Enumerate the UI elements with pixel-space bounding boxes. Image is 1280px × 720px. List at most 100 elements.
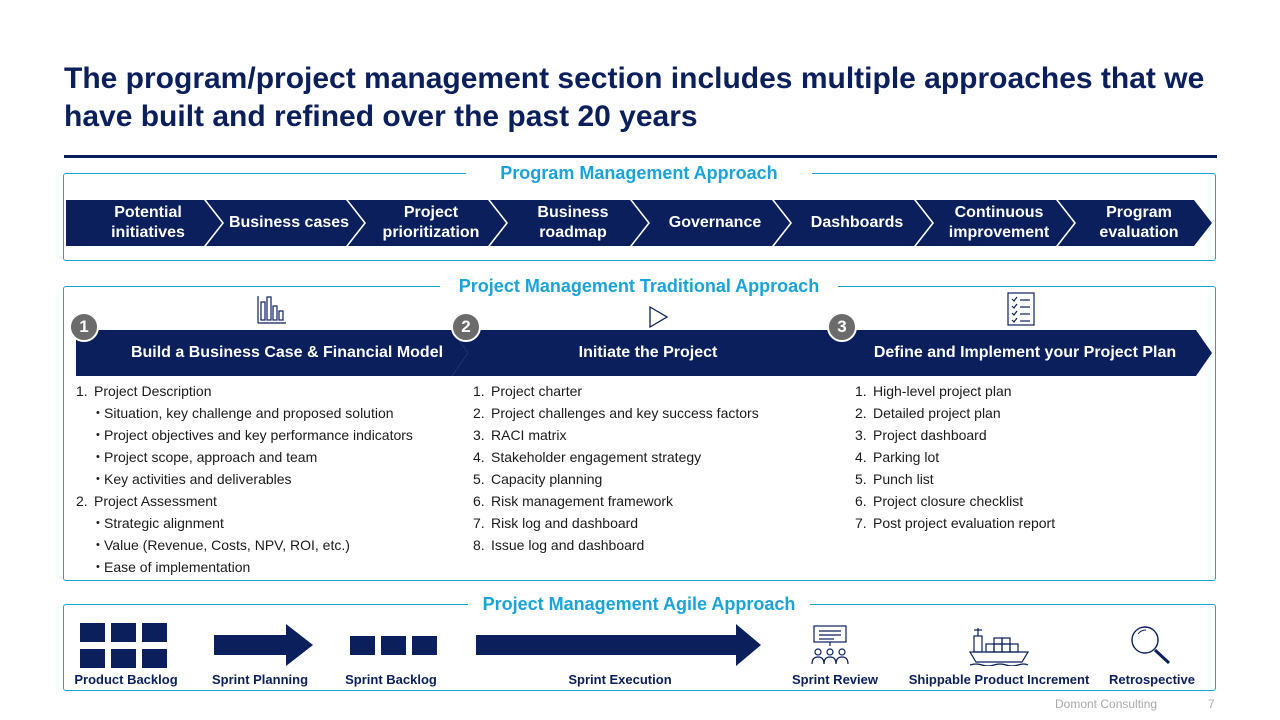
list-text: Issue log and dashboard — [491, 537, 645, 553]
phase-header-2: Initiate the Project — [452, 330, 844, 376]
cargo-ship-icon — [968, 628, 1030, 666]
phase-number-badge: 1 — [69, 312, 99, 342]
list-marker: 3. — [473, 427, 485, 443]
list-item: 4. Stakeholder engagement strategy — [473, 446, 759, 468]
list-text: Risk log and dashboard — [491, 515, 639, 531]
list-text: Project objectives and key performance i… — [104, 427, 413, 443]
program-step: Business cases — [206, 200, 364, 246]
agile-label-product-backlog: Product Backlog — [74, 672, 178, 687]
list-item: 2. Detailed project plan — [855, 402, 1055, 424]
list-item: 8. Issue log and dashboard — [473, 534, 759, 556]
list-item: 1. Project charter — [473, 380, 759, 402]
play-icon — [649, 305, 669, 329]
agile-label-shippable-product: Shippable Product Increment — [908, 672, 1090, 687]
list-marker: 2. — [473, 405, 485, 421]
agile-panel-label: Project Management Agile Approach — [468, 593, 810, 615]
list-text: Post project evaluation report — [873, 515, 1056, 531]
list-text: Project closure checklist — [873, 493, 1024, 509]
list-text: Project challenges and key success facto… — [491, 405, 759, 421]
list-item: 5. Capacity planning — [473, 468, 759, 490]
list-item: 6. Risk management framework — [473, 490, 759, 512]
phase-number-badge: 3 — [827, 312, 857, 342]
list-marker: • — [96, 473, 100, 485]
program-step: Governance — [632, 200, 790, 246]
page-title: The program/project management section i… — [64, 62, 1205, 133]
list-marker: 5. — [855, 471, 867, 487]
sprint-backlog-icon — [350, 636, 437, 655]
phase-header-1: Build a Business Case & Financial Model — [76, 330, 468, 376]
agile-label-sprint-execution: Sprint Execution — [568, 672, 672, 687]
list-marker: 8. — [473, 537, 485, 553]
list-marker: • — [96, 517, 100, 529]
list-text: Project dashboard — [873, 427, 987, 443]
list-item: 2. Project challenges and key success fac… — [473, 402, 759, 424]
list-item: 1. Project Description — [76, 380, 413, 402]
agile-label-sprint-review: Sprint Review — [792, 672, 878, 687]
checklist-icon — [1007, 292, 1035, 326]
sprint-planning-arrow-icon — [214, 624, 313, 666]
magnifier-icon — [1131, 626, 1171, 665]
list-item: 3. RACI matrix — [473, 424, 759, 446]
list-text: High-level project plan — [873, 383, 1012, 399]
list-text: Project Description — [94, 383, 212, 399]
list-marker: • — [96, 407, 100, 419]
list-text: Detailed project plan — [873, 405, 1001, 421]
phase-header-3: Define and Implement your Project Plan — [826, 330, 1212, 376]
list-text: Stakeholder engagement strategy — [491, 449, 702, 465]
list-subitem: • Project scope, approach and team — [76, 446, 413, 468]
list-marker: 7. — [855, 515, 867, 531]
list-marker: 3. — [855, 427, 867, 443]
list-text: Ease of implementation — [104, 559, 251, 575]
list-marker: 1. — [76, 383, 88, 399]
agile-label-retrospective: Retrospective — [1109, 672, 1195, 687]
list-item: 2. Project Assessment — [76, 490, 413, 512]
list-text: Project Assessment — [94, 493, 217, 509]
page-number: 7 — [1208, 697, 1215, 711]
list-marker: 6. — [855, 493, 867, 509]
list-item: 7. Post project evaluation report — [855, 512, 1055, 534]
list-marker: • — [96, 561, 100, 573]
list-text: RACI matrix — [491, 427, 567, 443]
phase-list-3: 1. High-level project plan 2. Detailed proj… — [855, 380, 1055, 534]
list-marker: 5. — [473, 471, 485, 487]
list-item: 1. High-level project plan — [855, 380, 1055, 402]
sprint-review-icon — [811, 625, 849, 665]
list-item: 5. Punch list — [855, 468, 1055, 490]
list-text: Parking lot — [873, 449, 940, 465]
list-marker: 7. — [473, 515, 485, 531]
list-text: Strategic alignment — [104, 515, 224, 531]
list-text: Punch list — [873, 471, 934, 487]
list-subitem: • Strategic alignment — [76, 512, 413, 534]
agile-label-sprint-planning: Sprint Planning — [211, 672, 309, 687]
program-step: Continuous improvement — [916, 200, 1074, 246]
agile-label-sprint-backlog: Sprint Backlog — [345, 672, 437, 687]
list-subitem: • Value (Revenue, Costs, NPV, ROI, etc.) — [76, 534, 413, 556]
list-marker: 2. — [855, 405, 867, 421]
list-item: 6. Project closure checklist — [855, 490, 1055, 512]
list-text: Value (Revenue, Costs, NPV, ROI, etc.) — [104, 537, 350, 553]
program-step: Potential initiatives — [66, 200, 222, 246]
list-item: 4. Parking lot — [855, 446, 1055, 468]
list-text: Key activities and deliverables — [104, 471, 292, 487]
sprint-execution-arrow-icon — [476, 624, 761, 666]
list-text: Capacity planning — [491, 471, 603, 487]
list-marker: • — [96, 429, 100, 441]
program-step: Project prioritization — [348, 200, 506, 246]
list-marker: 4. — [473, 449, 485, 465]
footer-company: Domont Consulting — [1055, 697, 1158, 711]
list-marker: • — [96, 539, 100, 551]
traditional-panel-label: Project Management Traditional Approach — [440, 275, 838, 297]
program-step: Business roadmap — [490, 200, 648, 246]
list-marker: 2. — [76, 493, 88, 509]
list-text: Project scope, approach and team — [104, 449, 318, 465]
bar-chart-icon — [257, 296, 286, 324]
list-item: 3. Project dashboard — [855, 424, 1055, 446]
list-subitem: • Key activities and deliverables — [76, 468, 413, 490]
list-subitem: • Project objectives and key performance … — [76, 424, 413, 446]
list-item: 7. Risk log and dashboard — [473, 512, 759, 534]
program-step: Program evaluation — [1058, 200, 1212, 246]
list-marker: 1. — [473, 383, 485, 399]
list-marker: 6. — [473, 493, 485, 509]
phase-number-badge: 2 — [451, 312, 481, 342]
list-marker: 4. — [855, 449, 867, 465]
